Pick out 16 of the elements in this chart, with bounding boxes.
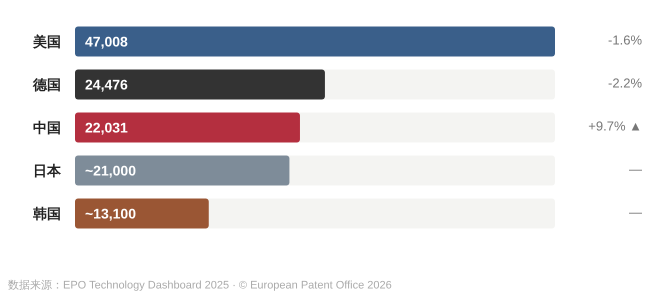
source-note: 数据来源：EPO Technology Dashboard 2025 · © European Patent Office 2026 <box>8 278 392 292</box>
y-tick-label: 韩国 <box>32 206 61 222</box>
y-tick-label: 中国 <box>33 120 61 136</box>
y-tick-label: 德国 <box>32 76 61 92</box>
text: — <box>629 204 642 220</box>
data-label: 47,008 <box>85 34 128 50</box>
data-label: ~13,100 <box>85 206 136 222</box>
y-tick-label: 日本 <box>33 162 62 178</box>
text: — <box>629 162 642 176</box>
text: +9.7% ▲ <box>588 118 642 134</box>
text: -1.6% <box>608 32 642 48</box>
y-tick-label: 美国 <box>32 34 61 50</box>
data-label: 24,476 <box>85 76 128 92</box>
text: -2.2% <box>608 76 642 90</box>
data-label: ~21,000 <box>85 162 136 178</box>
data-label: 22,031 <box>85 120 128 136</box>
